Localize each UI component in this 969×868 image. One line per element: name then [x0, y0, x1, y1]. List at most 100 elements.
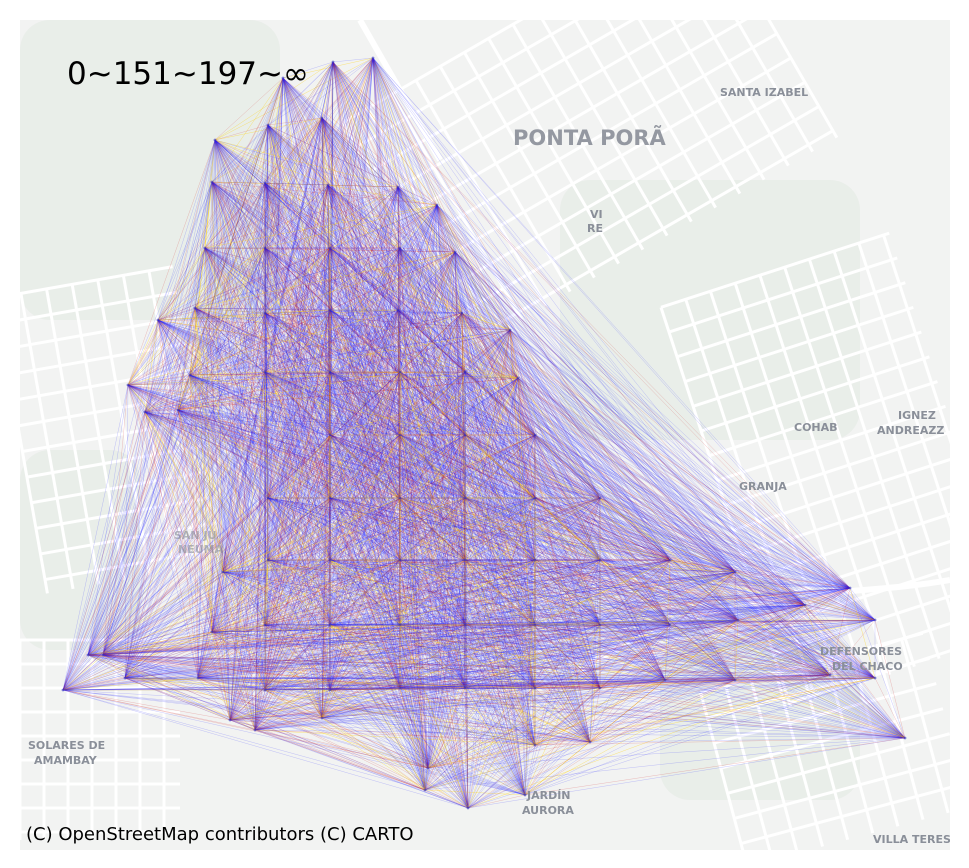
network-edge — [194, 307, 331, 311]
network-edge — [372, 57, 536, 436]
network-edge — [397, 251, 456, 311]
network-edge — [124, 247, 401, 679]
network-edge — [327, 184, 851, 589]
network-node — [328, 308, 332, 312]
network-edge — [204, 247, 466, 561]
network-edge — [329, 61, 334, 691]
network-edge — [157, 319, 179, 411]
network-edge — [264, 247, 331, 436]
network-edge — [329, 247, 401, 311]
network-edge — [264, 247, 426, 791]
network-edge — [321, 117, 601, 499]
network-edge — [267, 77, 284, 561]
street — [708, 380, 938, 458]
network-edge — [214, 139, 736, 573]
network-edge — [329, 57, 374, 691]
network-edge — [267, 57, 374, 499]
network-edge — [214, 139, 401, 373]
network-edge — [102, 57, 374, 656]
network-edge — [329, 186, 399, 249]
network-edge — [399, 247, 851, 589]
network-edge — [372, 57, 401, 689]
network-edge — [157, 247, 206, 321]
network-node — [533, 623, 537, 627]
network-edge — [229, 186, 399, 721]
network-edge — [189, 204, 438, 376]
network-edge — [211, 61, 334, 633]
network-edge — [157, 309, 399, 321]
network-edge — [62, 186, 399, 691]
network-node — [533, 558, 537, 562]
network-edge — [177, 57, 374, 411]
network-edge — [222, 57, 374, 573]
network-edge — [194, 307, 739, 621]
network-edge — [327, 184, 456, 253]
network-edge — [214, 139, 536, 746]
network-edge — [399, 204, 438, 436]
network-edge — [264, 247, 806, 606]
place-label-neuma: NEUMA — [178, 543, 224, 556]
network-edge — [124, 184, 329, 679]
network-edge — [204, 247, 536, 436]
network-edge — [397, 186, 463, 314]
street — [705, 20, 839, 139]
network-edge — [321, 117, 466, 436]
network-edge — [282, 61, 334, 79]
network-edge — [264, 77, 284, 691]
network-edge — [332, 61, 401, 436]
network-edge — [264, 182, 401, 626]
network-edge — [264, 247, 519, 379]
network-node — [398, 433, 402, 437]
network-edge — [157, 247, 331, 321]
network-edge — [264, 247, 401, 626]
network-edge — [204, 247, 806, 606]
street — [40, 521, 218, 556]
network-edge — [254, 247, 331, 731]
network-edge — [204, 247, 266, 691]
network-edge — [282, 77, 331, 373]
network-edge — [127, 247, 206, 386]
street — [20, 393, 196, 428]
network-edge — [264, 182, 456, 253]
street — [384, 20, 750, 197]
network-edge — [321, 247, 331, 719]
network-edge — [194, 307, 331, 561]
place-label-ponta-pora: PONTA PORÃ — [513, 125, 666, 150]
network-edge — [329, 251, 456, 499]
network-edge — [189, 247, 206, 376]
network-edge — [399, 251, 456, 436]
network-edge — [321, 117, 401, 373]
network-edge — [454, 251, 466, 373]
network-edge — [264, 182, 591, 743]
network-edge — [264, 182, 331, 561]
network-edge — [397, 186, 601, 689]
network-edge — [397, 186, 536, 746]
network-edge — [157, 319, 224, 573]
network-edge — [102, 181, 213, 656]
street — [31, 470, 209, 505]
network-edge — [399, 247, 466, 626]
map-canvas[interactable]: PONTA PORÃ SANTA IZABEL VI RE COHAB IGNE… — [20, 20, 950, 850]
network-edge — [327, 184, 401, 626]
network-edge — [399, 247, 536, 561]
network-edge — [327, 184, 536, 561]
network-edge — [332, 61, 401, 499]
network-edge — [157, 319, 331, 436]
street — [660, 231, 890, 309]
network-edge — [62, 139, 216, 691]
network-edge — [436, 204, 536, 626]
network-edge — [327, 184, 463, 314]
network-edge — [282, 77, 906, 739]
place-label-cohab: COHAB — [794, 421, 838, 434]
network-edge — [157, 139, 216, 321]
network-edge — [329, 186, 399, 626]
network-node — [398, 686, 402, 690]
map-view[interactable]: PONTA PORÃ SANTA IZABEL VI RE COHAB IGNE… — [20, 20, 950, 850]
network-edge — [229, 117, 323, 721]
network-edge — [436, 204, 519, 379]
street — [713, 682, 937, 745]
network-edge — [264, 77, 284, 314]
network-edge — [264, 247, 401, 561]
network-edge — [62, 307, 196, 691]
network-edge — [211, 181, 401, 249]
